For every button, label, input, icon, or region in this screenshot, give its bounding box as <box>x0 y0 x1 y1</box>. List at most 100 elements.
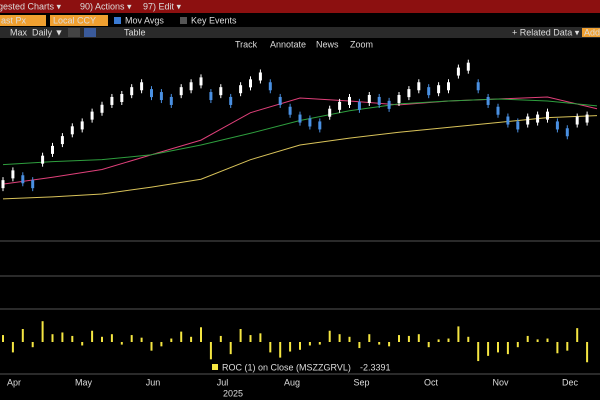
roc-bar <box>249 335 252 342</box>
candle-body <box>407 89 411 98</box>
roc-bar <box>41 321 44 342</box>
x-tick-label: May <box>75 377 93 387</box>
x-tick-label: Nov <box>492 377 509 387</box>
roc-bar <box>378 342 381 345</box>
add-box[interactable] <box>582 28 600 37</box>
table[interactable]: Table <box>124 27 146 37</box>
candle-body <box>140 82 144 91</box>
roc-bar <box>437 339 440 342</box>
roc-bar <box>2 335 4 342</box>
icon[interactable] <box>84 28 96 37</box>
field[interactable]: ast Px <box>1 15 27 25</box>
candle-body <box>239 85 243 94</box>
roc-bar <box>21 329 24 342</box>
menu-item[interactable]: gested Charts ▾ <box>0 1 62 11</box>
roc-bar <box>150 342 153 351</box>
roc-bar <box>516 342 519 348</box>
legend-swatch <box>212 364 218 370</box>
checkbox[interactable] <box>180 17 187 24</box>
add[interactable]: Add <box>584 27 600 37</box>
currency[interactable]: Local CCY <box>53 15 96 25</box>
candle-body <box>328 108 332 117</box>
roc-bar <box>368 334 371 342</box>
currency-box[interactable] <box>50 15 108 26</box>
candle-body <box>120 94 124 103</box>
top-bar <box>0 0 600 13</box>
candle-body <box>100 104 104 113</box>
candle-body <box>575 116 579 125</box>
roc-bar <box>328 330 331 342</box>
roc-bar <box>407 335 410 342</box>
candle-body <box>278 96 282 105</box>
candle-body <box>189 82 193 91</box>
candle-body <box>199 77 203 86</box>
roc-bar <box>239 329 242 342</box>
controls-bar <box>0 27 600 38</box>
roc-bar <box>110 334 113 342</box>
related[interactable]: + Related Data ▾ <box>512 27 580 37</box>
candle-body <box>447 82 450 91</box>
x-tick-label: Apr <box>7 377 21 387</box>
roc-bar <box>417 334 420 342</box>
tool[interactable]: Track <box>235 39 258 49</box>
roc-bar <box>358 342 361 349</box>
roc-bar <box>586 342 589 363</box>
candle-body <box>348 96 351 105</box>
candle-body <box>80 121 84 130</box>
candle-body <box>555 121 559 130</box>
candle-body <box>496 106 500 115</box>
roc-bar <box>61 332 64 342</box>
mov-avgs[interactable]: Mov Avgs <box>125 15 164 25</box>
range[interactable]: Max <box>10 27 28 37</box>
period[interactable]: Daily ▼ <box>32 27 63 37</box>
candle-body <box>70 126 74 135</box>
candle-body <box>565 128 569 137</box>
candle-body <box>268 82 272 91</box>
roc-legend: ROC (1) on Close (MSZZGRVL) -2.3391 <box>212 362 391 372</box>
menu-item[interactable]: 90) Actions ▾ <box>80 1 132 11</box>
roc-bar <box>120 342 123 345</box>
field-box[interactable] <box>0 15 46 26</box>
roc-bar <box>289 342 292 352</box>
candle-body <box>585 114 589 123</box>
icon[interactable] <box>68 28 80 37</box>
roc-bar <box>71 335 74 342</box>
candle-body <box>31 180 35 189</box>
roc-bar <box>536 339 539 342</box>
roc-bar <box>318 342 321 345</box>
candle-body <box>110 96 114 105</box>
candle-body <box>417 82 421 91</box>
roc-bar <box>348 336 351 342</box>
tool[interactable]: Annotate <box>270 39 306 49</box>
x-year-label: 2025 <box>223 388 243 398</box>
roc-bar <box>81 342 84 346</box>
candle-body <box>357 101 361 110</box>
roc-bar <box>497 342 499 353</box>
menu-item[interactable]: 97) Edit ▾ <box>143 1 182 11</box>
roc-bar <box>556 342 559 354</box>
roc-bar <box>299 342 301 350</box>
roc-bar <box>160 342 163 347</box>
candle-body <box>288 106 292 115</box>
x-tick-label: Oct <box>424 377 439 387</box>
tool[interactable]: Zoom <box>350 39 373 49</box>
roc-bar <box>487 342 490 356</box>
checkbox[interactable] <box>114 17 121 24</box>
roc-bar <box>130 335 133 342</box>
moving-average <box>2 115 598 200</box>
roc-bar <box>11 342 14 353</box>
candle-body <box>150 89 153 98</box>
candle-body <box>229 96 233 105</box>
candle-body <box>41 155 45 164</box>
tool[interactable]: News <box>316 39 339 49</box>
candle-body <box>298 114 302 123</box>
candle-body <box>169 96 173 105</box>
candle-body <box>90 111 94 120</box>
legend-value: -2.3391 <box>360 362 391 372</box>
key-events[interactable]: Key Events <box>191 15 237 25</box>
roc-bar <box>51 334 54 342</box>
roc-bar <box>259 333 262 342</box>
roc-bar <box>31 342 34 348</box>
candle-body <box>11 170 15 179</box>
candle-body <box>51 145 54 154</box>
